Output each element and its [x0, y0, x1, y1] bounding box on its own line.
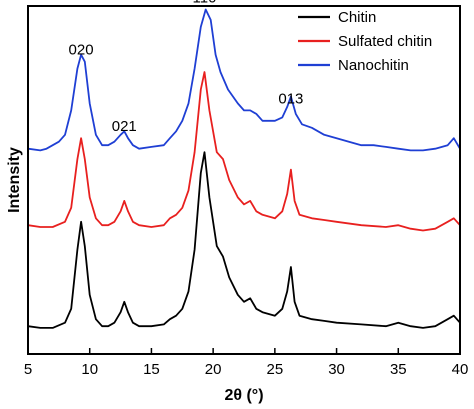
x-tick-label: 35 — [390, 361, 407, 378]
x-axis: 5 10 15 20 25 30 35 40 — [24, 348, 469, 378]
legend-label-nanochitin: Nanochitin — [338, 57, 409, 74]
peak-label-110: 110 — [193, 0, 217, 6]
peak-annotations: 020 021 110 013 — [69, 0, 304, 135]
series-line-sulfated-chitin — [27, 71, 461, 232]
peak-label-013: 013 — [278, 90, 303, 107]
plot-frame — [27, 5, 461, 355]
legend: Chitin Sulfated chitin Nanochitin — [298, 9, 432, 74]
peak-label-021: 021 — [112, 118, 137, 135]
y-axis-title: Intensity — [6, 147, 23, 213]
x-tick-label: 10 — [81, 361, 98, 378]
x-tick-label: 15 — [143, 361, 160, 378]
x-tick-label: 25 — [267, 361, 284, 378]
x-tick-label: 20 — [205, 361, 222, 378]
legend-label-sulfated-chitin: Sulfated chitin — [338, 33, 432, 50]
series-layer — [27, 8, 461, 329]
x-tick-label: 40 — [452, 361, 469, 378]
series-line-nanochitin — [27, 8, 461, 152]
legend-label-chitin: Chitin — [338, 9, 376, 26]
peak-label-020: 020 — [69, 42, 94, 59]
series-line-chitin — [27, 151, 461, 329]
x-tick-label: 30 — [328, 361, 345, 378]
x-tick-label: 5 — [24, 361, 32, 378]
x-axis-title: 2θ (°) — [224, 387, 263, 404]
